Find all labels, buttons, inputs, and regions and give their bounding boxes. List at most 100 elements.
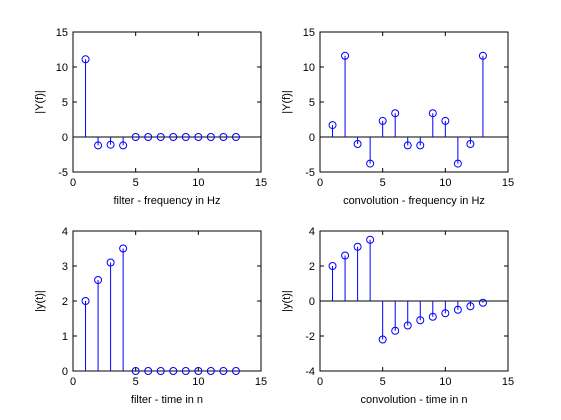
y-axis-label: |y(t)| — [34, 290, 46, 312]
y-tick-label: 10 — [56, 62, 68, 74]
stem-marker — [181, 367, 190, 375]
stem-marker — [466, 302, 475, 311]
x-tick-label: 15 — [255, 376, 267, 388]
stem-marker — [391, 326, 400, 335]
stem-marker — [366, 235, 375, 244]
x-tick-label: 10 — [192, 177, 204, 189]
stem-marker — [194, 133, 203, 141]
stem-marker — [94, 276, 103, 284]
y-tick-label: 2 — [62, 296, 68, 308]
stem-marker — [131, 367, 140, 375]
stem-marker — [478, 298, 487, 307]
stem-marker — [441, 309, 450, 318]
stem-marker — [353, 140, 362, 148]
stem-marker — [441, 116, 450, 125]
x-axis-label: convolution - frequency in Hz — [343, 195, 485, 207]
stem-marker — [119, 244, 128, 253]
y-tick-label: -5 — [58, 167, 68, 179]
stem-marker — [119, 141, 128, 150]
x-tick-label: 10 — [439, 376, 451, 388]
stem-marker — [466, 140, 475, 148]
stem-marker — [428, 312, 437, 321]
x-tick-label: 0 — [317, 177, 323, 189]
stem-marker — [81, 55, 90, 64]
x-tick-label: 15 — [502, 376, 514, 388]
stem-marker — [478, 51, 487, 60]
stem-marker — [106, 140, 115, 149]
stem-marker — [194, 367, 203, 375]
stem-marker — [391, 109, 400, 118]
x-tick-label: 0 — [317, 376, 323, 388]
y-tick-label: 0 — [62, 366, 68, 378]
stem-marker — [156, 133, 165, 141]
y-axis-label: |Y(f)| — [34, 90, 46, 113]
stem-marker — [341, 51, 350, 60]
stem-marker — [341, 251, 350, 260]
x-tick-label: 10 — [192, 376, 204, 388]
x-tick-label: 5 — [133, 376, 139, 388]
y-tick-label: 2 — [309, 261, 315, 273]
y-tick-label: 3 — [62, 261, 68, 273]
axes-frame — [72, 31, 262, 173]
stem-marker — [328, 121, 337, 130]
stem-marker — [106, 258, 115, 267]
y-tick-label: 4 — [62, 226, 68, 238]
y-tick-label: 15 — [56, 27, 68, 39]
x-tick-label: 0 — [70, 376, 76, 388]
y-tick-label: 5 — [309, 97, 315, 109]
stem-marker — [94, 141, 103, 150]
stem-marker — [403, 141, 412, 150]
x-axis-label: filter - time in n — [131, 394, 203, 406]
x-axis-label: convolution - time in n — [361, 394, 468, 406]
stem-marker — [231, 133, 240, 141]
stem-marker — [366, 159, 375, 168]
stem-marker — [453, 159, 462, 168]
x-tick-label: 5 — [380, 376, 386, 388]
stem-marker — [219, 133, 228, 141]
stem-marker — [206, 133, 215, 141]
subplot-3: 0 5 10 15 0 1 2 3 4 filter - time in n |y(t)| — [34, 226, 267, 406]
axes-frame — [319, 31, 509, 173]
axes-frame — [72, 230, 262, 372]
stem-marker — [328, 262, 337, 270]
stem-marker — [353, 242, 362, 251]
y-tick-label: 0 — [309, 132, 315, 144]
stem-marker — [428, 109, 437, 118]
stem-marker — [378, 335, 387, 344]
stem-marker — [81, 297, 90, 305]
x-tick-label: 5 — [380, 177, 386, 189]
y-tick-label: 15 — [303, 27, 315, 39]
stem-marker — [156, 367, 165, 375]
x-tick-label: 15 — [255, 177, 267, 189]
y-tick-label: -5 — [305, 167, 315, 179]
subplot-4: 0 5 10 15 -4 -2 0 2 4 convolution - time in n |y(t… — [281, 226, 514, 406]
stem-marker — [416, 316, 425, 325]
stem-marker — [169, 367, 178, 375]
stem-marker — [219, 367, 228, 375]
y-tick-label: -4 — [305, 366, 315, 378]
y-tick-label: 1 — [62, 331, 68, 343]
stem-marker — [144, 133, 153, 141]
x-tick-label: 10 — [439, 177, 451, 189]
x-axis-label: filter - frequency in Hz — [114, 195, 221, 207]
stem-marker — [131, 133, 140, 141]
y-axis-label: |Y(f)| — [281, 90, 293, 113]
x-tick-label: 15 — [502, 177, 514, 189]
stem-marker — [378, 116, 387, 125]
stem-marker — [231, 367, 240, 375]
x-tick-label: 5 — [133, 177, 139, 189]
y-tick-label: -2 — [305, 331, 315, 343]
y-tick-label: 0 — [62, 132, 68, 144]
stem-marker — [403, 321, 412, 330]
stem-marker — [206, 367, 215, 375]
y-axis-label: |y(t)| — [281, 290, 293, 312]
stem-marker — [169, 133, 178, 141]
x-tick-label: 0 — [70, 177, 76, 189]
stem-marker — [453, 305, 462, 314]
y-tick-label: 10 — [303, 62, 315, 74]
stem-marker — [416, 141, 425, 150]
y-tick-label: 0 — [309, 296, 315, 308]
